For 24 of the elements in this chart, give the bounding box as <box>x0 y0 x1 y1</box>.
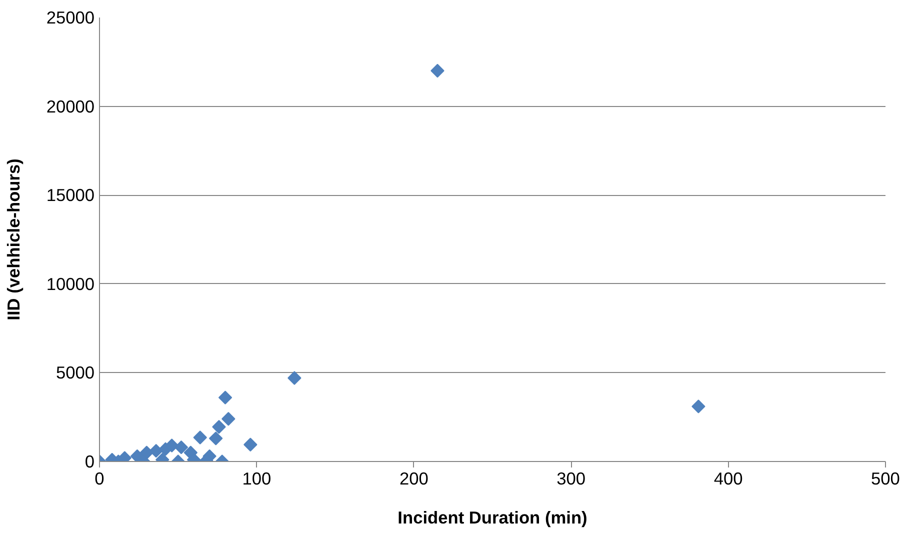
y-tick-label: 10000 <box>46 274 94 294</box>
x-tick-label: 500 <box>871 468 900 488</box>
y-tick-label: 0 <box>84 452 95 472</box>
x-tick-label: 400 <box>714 468 743 488</box>
y-axis-title: IID (vehhicle-hours) <box>3 158 24 320</box>
y-tick-label: 20000 <box>46 96 94 116</box>
point <box>149 444 163 458</box>
point <box>218 390 232 404</box>
point <box>174 440 188 454</box>
x-tick-label: 200 <box>399 468 428 488</box>
y-tick-label: 15000 <box>46 185 94 206</box>
point <box>244 438 258 452</box>
x-axis-title: Incident Duration (min) <box>398 508 588 528</box>
x-tick-label: 100 <box>242 468 272 488</box>
point <box>208 432 223 446</box>
point <box>430 64 444 78</box>
y-tick-label: 25000 <box>46 8 94 28</box>
y-tick-label: 5000 <box>56 362 95 383</box>
point <box>692 400 706 414</box>
point <box>288 371 302 385</box>
point <box>193 430 207 444</box>
x-tick-label: 300 <box>556 468 586 488</box>
point <box>212 420 226 434</box>
point <box>222 412 236 426</box>
